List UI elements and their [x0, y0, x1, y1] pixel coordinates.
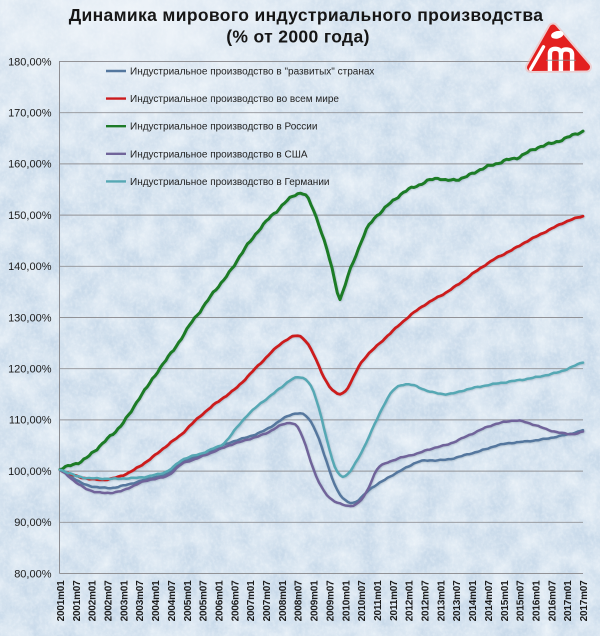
svg-text:2002m01: 2002m01	[88, 580, 99, 621]
svg-text:2005m07: 2005m07	[199, 580, 210, 621]
svg-text:2015m07: 2015m07	[516, 580, 527, 621]
svg-text:Индустриальное производство в: Индустриальное производство в России	[130, 122, 317, 133]
svg-text:140,00%: 140,00%	[8, 261, 52, 273]
svg-text:2005m01: 2005m01	[183, 580, 194, 621]
svg-text:2016m07: 2016m07	[547, 580, 558, 621]
svg-text:2017m01: 2017m01	[563, 580, 574, 621]
svg-text:Индустриальное производство в: Индустриальное производство в Германии	[130, 177, 330, 188]
svg-text:110,00%: 110,00%	[9, 415, 52, 427]
svg-text:2016m01: 2016m01	[532, 580, 543, 621]
svg-text:2003m07: 2003m07	[135, 580, 146, 621]
svg-text:2001m07: 2001m07	[72, 580, 83, 621]
svg-text:2009m01: 2009m01	[310, 580, 321, 621]
svg-text:2003m01: 2003m01	[119, 580, 130, 621]
svg-text:90,00%: 90,00%	[14, 517, 52, 529]
svg-text:2009m07: 2009m07	[325, 580, 336, 621]
svg-text:2013m07: 2013m07	[452, 580, 463, 621]
svg-text:2007m07: 2007m07	[262, 580, 273, 621]
svg-text:2017m07: 2017m07	[579, 580, 590, 621]
svg-text:Индустриальное производство во: Индустриальное производство во всем мире	[130, 94, 339, 105]
svg-text:2001m01: 2001m01	[56, 580, 67, 621]
svg-text:2010m07: 2010m07	[357, 580, 368, 621]
svg-text:2011m01: 2011m01	[373, 580, 384, 621]
svg-text:2015m01: 2015m01	[500, 580, 511, 621]
svg-text:2012m07: 2012m07	[421, 580, 432, 621]
svg-text:100,00%: 100,00%	[8, 466, 52, 478]
svg-text:Индустриальное производство в: Индустриальное производство в "развитых"…	[130, 67, 374, 78]
svg-text:Динамика мирового индустриальн: Динамика мирового индустриального произв…	[69, 5, 544, 25]
svg-text:160,00%: 160,00%	[8, 159, 52, 171]
svg-text:(% от 2000 года): (% от 2000 года)	[226, 27, 370, 47]
svg-text:2013m01: 2013m01	[436, 580, 447, 621]
svg-text:2014m01: 2014m01	[468, 580, 479, 621]
svg-text:120,00%: 120,00%	[8, 364, 52, 376]
svg-text:80,00%: 80,00%	[14, 568, 52, 580]
svg-text:2006m07: 2006m07	[230, 580, 241, 621]
svg-text:2012m01: 2012m01	[405, 580, 416, 621]
svg-text:2014m07: 2014m07	[484, 580, 495, 621]
svg-text:150,00%: 150,00%	[8, 210, 52, 222]
svg-text:2004m07: 2004m07	[167, 580, 178, 621]
svg-text:2004m01: 2004m01	[151, 580, 162, 621]
svg-text:180,00%: 180,00%	[8, 56, 52, 68]
svg-text:2007m01: 2007m01	[246, 580, 257, 621]
svg-text:Индустриальное производство в: Индустриальное производство в США	[130, 149, 308, 160]
svg-text:2008m01: 2008m01	[278, 580, 289, 621]
svg-text:2008m07: 2008m07	[294, 580, 305, 621]
svg-text:130,00%: 130,00%	[8, 312, 52, 324]
svg-text:2011m07: 2011m07	[389, 580, 400, 621]
svg-text:2006m01: 2006m01	[215, 580, 226, 621]
svg-text:170,00%: 170,00%	[8, 108, 52, 120]
svg-text:2002m07: 2002m07	[104, 580, 115, 621]
svg-text:2010m01: 2010m01	[341, 580, 352, 621]
